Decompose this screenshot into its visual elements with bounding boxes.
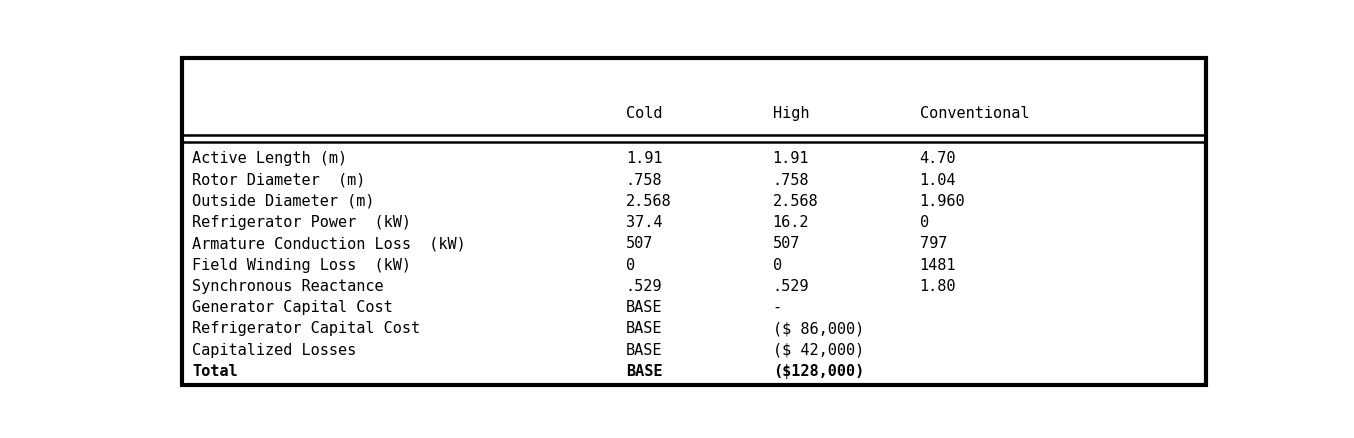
Text: Capitalized Losses: Capitalized Losses	[192, 343, 356, 357]
Text: 2.568: 2.568	[626, 194, 672, 209]
Text: .529: .529	[626, 279, 662, 294]
Text: 1.80: 1.80	[919, 279, 956, 294]
Text: ($ 42,000): ($ 42,000)	[773, 343, 864, 357]
Text: .758: .758	[626, 173, 662, 187]
Text: 1.04: 1.04	[919, 173, 956, 187]
Text: Field Winding Loss  (kW): Field Winding Loss (kW)	[192, 258, 412, 272]
Text: BASE: BASE	[626, 300, 662, 315]
Text: High: High	[773, 106, 810, 121]
Text: .758: .758	[773, 173, 810, 187]
Text: 4.70: 4.70	[919, 151, 956, 166]
Text: BASE: BASE	[626, 364, 662, 379]
Text: 1481: 1481	[919, 258, 956, 272]
Text: Active Length (m): Active Length (m)	[192, 151, 348, 166]
Text: Refrigerator Capital Cost: Refrigerator Capital Cost	[192, 321, 421, 336]
Text: ($ 86,000): ($ 86,000)	[773, 321, 864, 336]
Text: 37.4: 37.4	[626, 215, 662, 230]
Text: 0: 0	[773, 258, 781, 272]
Text: 797: 797	[919, 236, 946, 251]
Text: Armature Conduction Loss  (kW): Armature Conduction Loss (kW)	[192, 236, 466, 251]
Text: 507: 507	[626, 236, 653, 251]
Text: 0: 0	[626, 258, 635, 272]
Text: Total: Total	[192, 364, 238, 379]
Text: Outside Diameter (m): Outside Diameter (m)	[192, 194, 375, 209]
Text: Generator Capital Cost: Generator Capital Cost	[192, 300, 393, 315]
Text: BASE: BASE	[626, 343, 662, 357]
Text: Rotor Diameter  (m): Rotor Diameter (m)	[192, 173, 366, 187]
Text: ($128,000): ($128,000)	[773, 364, 864, 379]
Text: 1.960: 1.960	[919, 194, 965, 209]
Text: -: -	[773, 300, 781, 315]
Text: 0: 0	[919, 215, 929, 230]
Text: 507: 507	[773, 236, 800, 251]
Text: BASE: BASE	[626, 321, 662, 336]
Text: Cold: Cold	[626, 106, 662, 121]
Text: 1.91: 1.91	[773, 151, 810, 166]
Text: 2.568: 2.568	[773, 194, 818, 209]
Text: Conventional: Conventional	[919, 106, 1029, 121]
Text: .529: .529	[773, 279, 810, 294]
Text: Refrigerator Power  (kW): Refrigerator Power (kW)	[192, 215, 412, 230]
Text: 1.91: 1.91	[626, 151, 662, 166]
Text: Synchronous Reactance: Synchronous Reactance	[192, 279, 385, 294]
Text: 16.2: 16.2	[773, 215, 810, 230]
